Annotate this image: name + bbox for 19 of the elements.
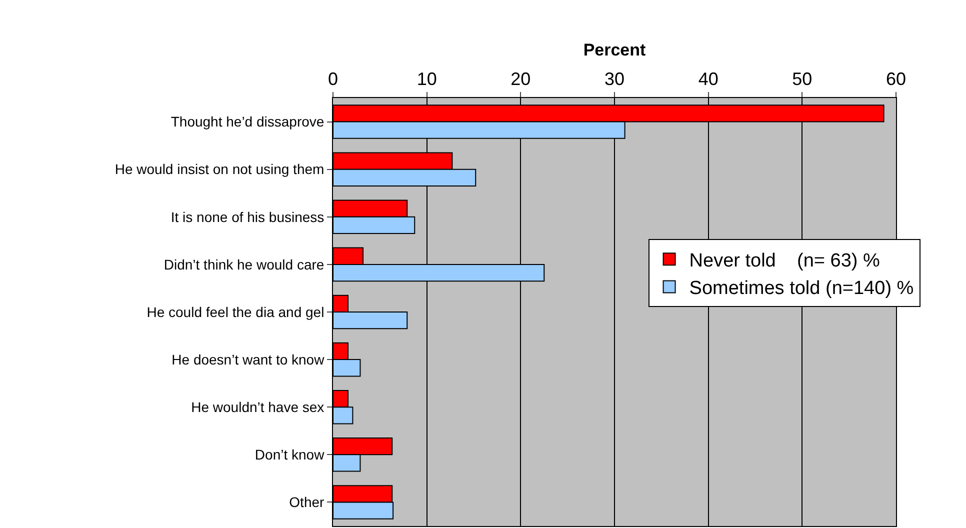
y-tick-label: He could feel the dia and gel: [146, 304, 324, 320]
x-axis-title: Percent: [583, 40, 646, 60]
y-tick-label: He doesn’t want to know: [172, 351, 326, 368]
x-tick-label: 20: [510, 68, 531, 89]
x-tick-label: 60: [886, 68, 906, 89]
y-tick-label: He would insist on not using them: [114, 161, 324, 178]
y-tick-label: Don’t know: [254, 446, 326, 463]
x-tick-label: 50: [792, 68, 812, 89]
y-tick-label: It is none of his business: [170, 208, 324, 225]
x-tick-label: 40: [698, 68, 718, 89]
y-tick-label: Other: [289, 494, 325, 510]
legend-label: Sometimes told (n=140) %: [689, 278, 914, 300]
x-tick-label: 10: [416, 68, 437, 89]
y-tick-label: He wouldn’t have sex: [191, 399, 324, 416]
y-tick-label: Thought he’d dissaprove: [170, 114, 324, 130]
y-tick-label: Didn’t think he would care: [164, 256, 324, 272]
x-tick-label: 30: [604, 68, 625, 89]
legend-label: Never told (n= 63) %: [689, 250, 880, 272]
x-tick-label: 0: [328, 68, 338, 89]
